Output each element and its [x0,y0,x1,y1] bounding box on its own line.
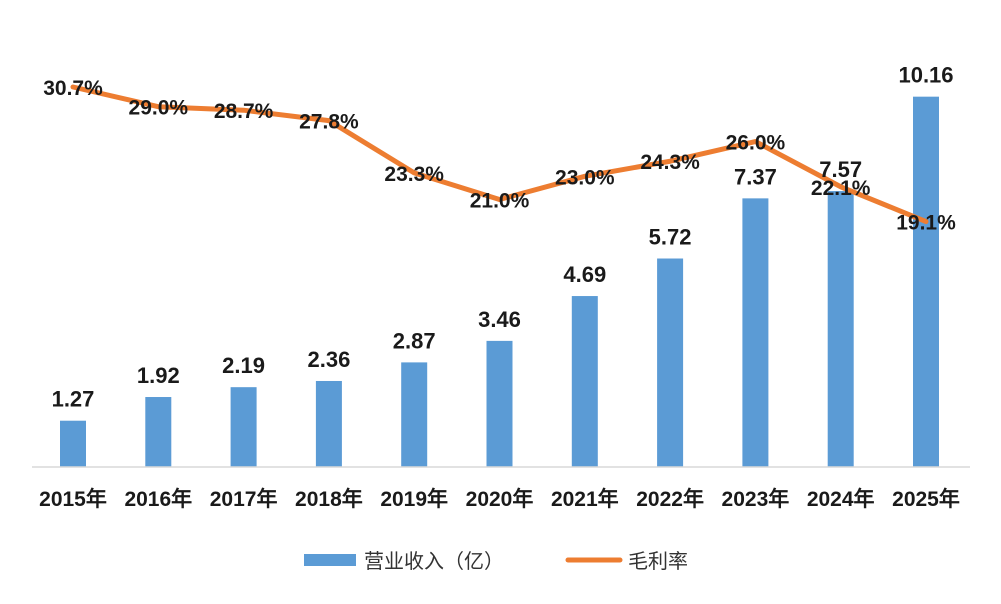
bar-value-label: 10.16 [898,63,953,88]
x-tick-label: 2022年 [636,487,704,511]
bar-revenue-2020年 [487,341,513,467]
line-value-label: 30.7% [43,77,103,100]
bar-value-label: 2.36 [307,347,350,372]
line-value-label: 23.0% [555,166,615,189]
bar-value-label: 1.27 [52,387,95,412]
bar-revenue-2022年 [657,259,683,467]
line-value-label: 23.3% [384,163,444,186]
category-labels: 2015年 2016年 2017年 2018年 2019年 2020年 2021年 2022年… [39,487,960,511]
bar-revenue-2025年 [913,97,939,467]
bar-value-label: 7.37 [734,164,777,189]
bar-value-label: 2.87 [393,328,436,353]
line-value-label: 29.0% [129,97,189,120]
bar-value-label: 1.92 [137,363,180,388]
line-value-label: 19.1% [896,212,956,235]
bars-layer [60,97,939,467]
x-tick-label: 2024年 [807,487,875,511]
bar-value-label: 2.19 [222,353,265,378]
x-tick-label: 2021年 [551,487,619,511]
line-value-label: 26.0% [726,132,786,155]
line-value-label: 24.3% [640,151,700,174]
line-value-label: 22.1% [811,177,871,200]
bar-revenue-2015年 [60,421,86,467]
bar-value-label: 5.72 [649,225,692,250]
bar-revenue-2019年 [401,362,427,467]
x-tick-label: 2023年 [722,487,790,511]
x-tick-label: 2015年 [39,487,107,511]
line-value-label: 21.0% [470,190,530,213]
bar-revenue-2018年 [316,381,342,467]
legend-label-margin: 毛利率 [628,549,688,573]
legend-swatch-revenue [304,554,356,566]
bar-revenue-2023年 [742,198,768,467]
x-tick-label: 2019年 [380,487,448,511]
x-tick-label: 2018年 [295,487,363,511]
legend-label-revenue: 营业收入（亿） [364,549,504,573]
x-tick-label: 2017年 [210,487,278,511]
bar-revenue-2024年 [828,191,854,467]
line-value-label: 28.7% [214,100,274,123]
legend: 营业收入（亿） 毛利率 [304,549,688,573]
x-tick-label: 2016年 [124,487,192,511]
bar-revenue-2017年 [231,387,257,467]
bar-revenue-2021年 [572,296,598,467]
bar-revenue-2016年 [145,397,171,467]
bar-value-label: 4.69 [563,262,606,287]
x-tick-label: 2020年 [466,487,534,511]
x-tick-label: 2025年 [892,487,960,511]
bar-value-label: 3.46 [478,307,521,332]
line-value-label: 27.8% [299,111,359,134]
